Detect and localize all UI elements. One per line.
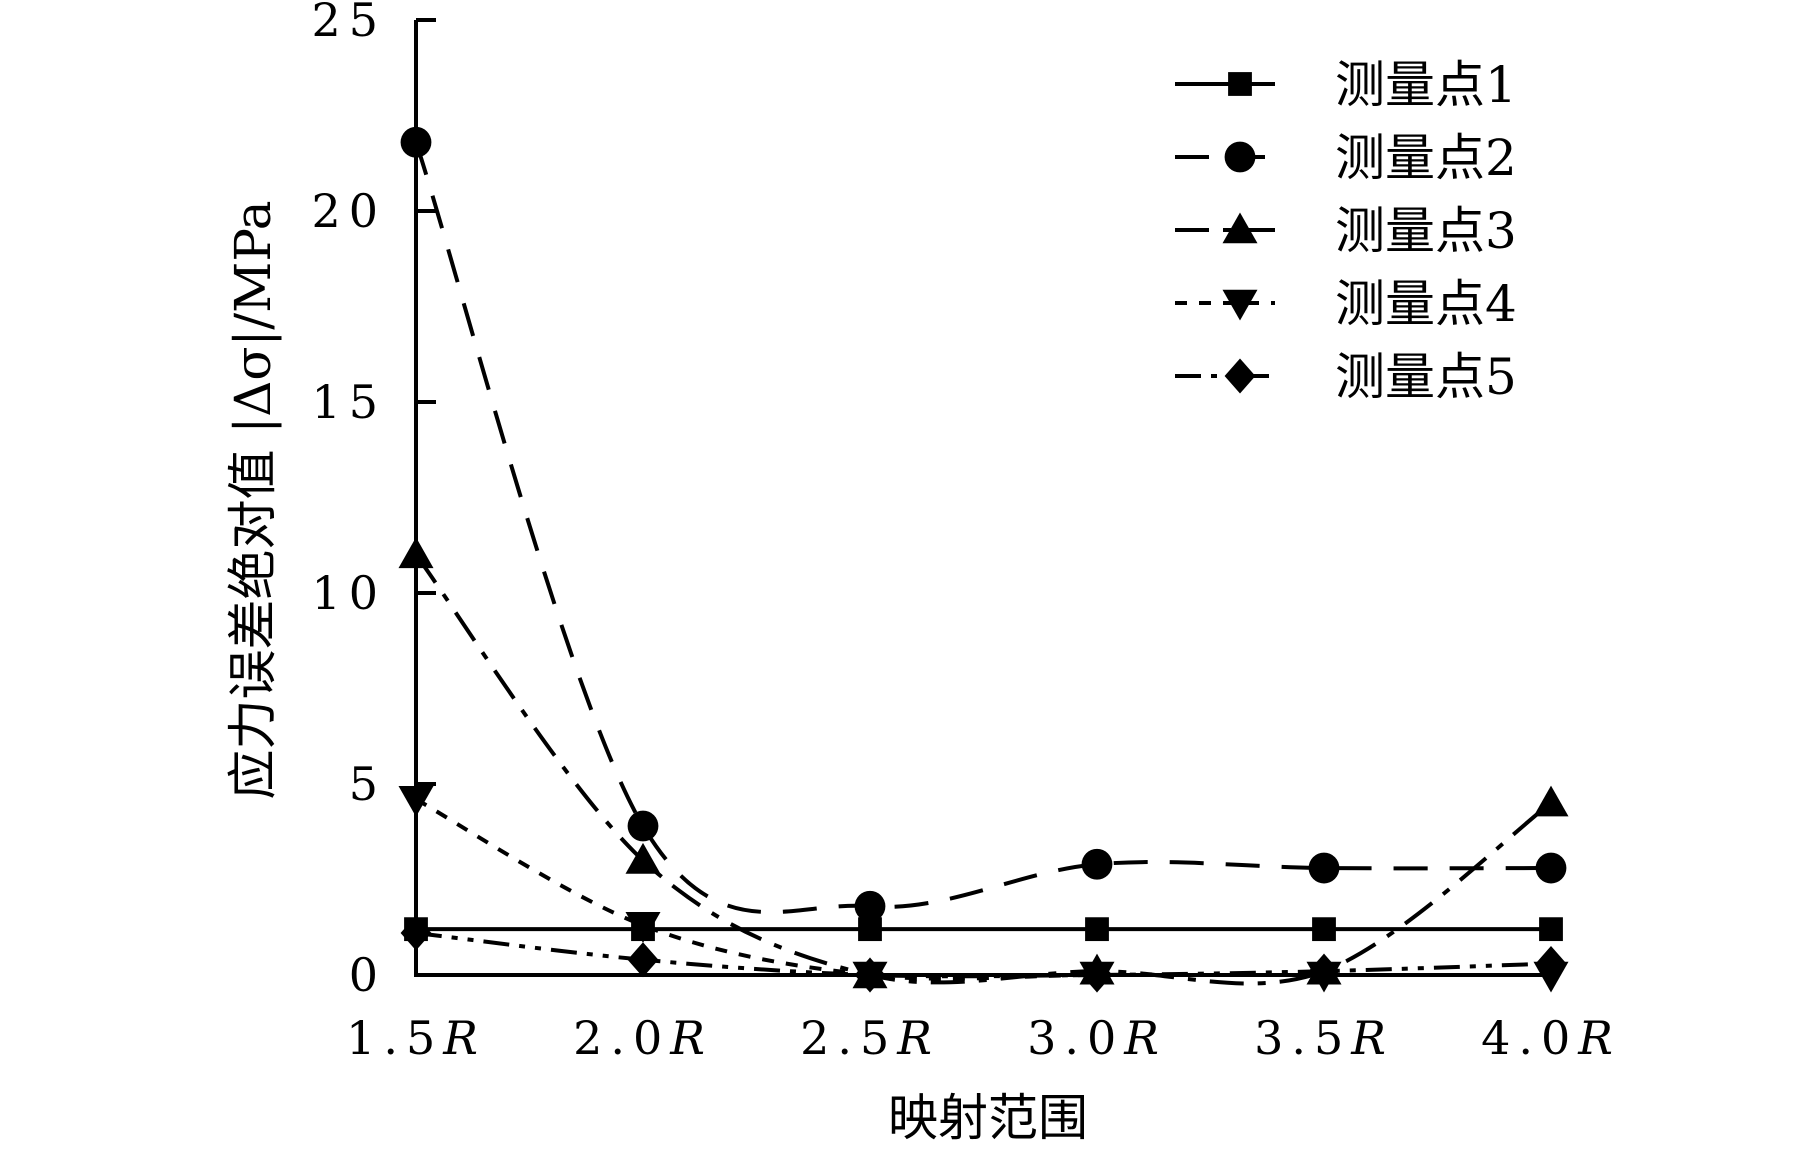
y-tick-label: 10 (311, 566, 386, 620)
x-tick-label: 3.0R (1027, 1011, 1167, 1065)
data-point (398, 785, 434, 817)
data-point (1539, 917, 1563, 942)
legend-item: 测量点5 (1175, 348, 1517, 406)
legend-marker (1224, 141, 1256, 173)
x-axis-title: 映射范围 (888, 1089, 1088, 1146)
data-point (625, 912, 661, 943)
axes: 0 5 10 15 20 25 1.5R 2.0R 2.5R 3.0R 3.5R 4.0R (311, 0, 1621, 1065)
legend-item: 测量点2 (1175, 129, 1517, 187)
legend-marker (1222, 212, 1258, 244)
y-tick-label: 25 (311, 0, 386, 47)
legend-item: 测量点4 (1175, 275, 1517, 333)
series-layer (398, 126, 1569, 993)
data-point (625, 842, 661, 874)
series-line (415, 797, 1551, 981)
data-point (1085, 917, 1109, 942)
y-axis-title: 应力误差绝对值 |Δσ|/MPa (224, 200, 282, 799)
y-tick-label: 20 (311, 184, 386, 238)
legend-marker (1228, 72, 1252, 96)
series-4 (398, 785, 1569, 993)
data-point (1533, 785, 1569, 817)
legend-marker (1224, 358, 1256, 394)
data-point (627, 810, 659, 842)
x-tick-label: 3.5R (1254, 1011, 1394, 1065)
x-tick-label: 2.0R (573, 1011, 713, 1065)
series-3 (398, 537, 1569, 989)
y-tick-label: 5 (349, 757, 386, 811)
data-point (400, 126, 432, 158)
data-point (1308, 953, 1340, 989)
data-point (854, 957, 886, 993)
x-tick-label: 1.5R (346, 1011, 486, 1065)
y-tick-label: 15 (311, 375, 386, 429)
series-line (415, 930, 1552, 979)
legend-marker (1222, 289, 1258, 321)
x-tick-label: 2.5R (800, 1011, 940, 1065)
data-point (858, 917, 882, 942)
data-point (1312, 917, 1336, 942)
data-point (854, 890, 886, 922)
data-point (1081, 957, 1113, 993)
legend-label: 测量点2 (1335, 129, 1517, 187)
data-point (627, 942, 659, 978)
data-point (1535, 852, 1567, 884)
data-point (1535, 946, 1567, 982)
legend-label: 测量点1 (1335, 56, 1517, 114)
series-line (414, 553, 1553, 986)
series-2 (400, 126, 1567, 922)
x-tick-label: 4.0R (1481, 1011, 1621, 1065)
series-1 (404, 917, 1563, 942)
legend-label: 测量点5 (1335, 348, 1517, 406)
data-point (398, 537, 434, 569)
legend-item: 测量点1 (1175, 56, 1517, 114)
data-point (1308, 852, 1340, 884)
legend-label: 测量点3 (1335, 202, 1517, 260)
legend: 测量点1 测量点2 测量点3 测量点4 测量点5 (1175, 56, 1517, 406)
y-tick-label: 0 (349, 948, 386, 1002)
data-point (1081, 848, 1113, 880)
legend-item: 测量点3 (1175, 202, 1517, 260)
data-point (400, 915, 432, 951)
legend-label: 测量点4 (1335, 275, 1517, 333)
series-5 (400, 915, 1567, 993)
